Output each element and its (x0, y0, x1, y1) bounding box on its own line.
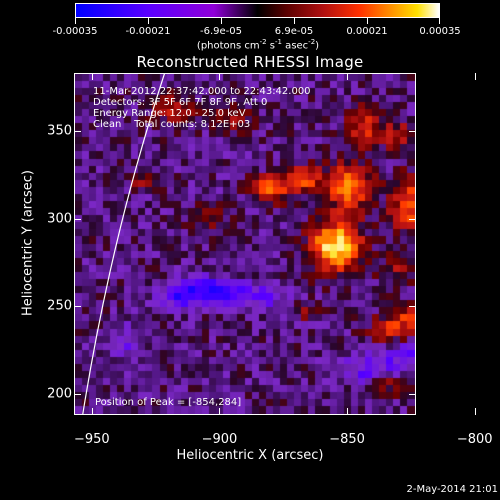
colorbar-tick (439, 18, 440, 24)
y-tick-label: 250 (47, 298, 72, 314)
colorbar-tick (221, 18, 222, 24)
heatmap-image (75, 74, 415, 414)
chart-title: Reconstructed RHESSI Image (136, 53, 364, 71)
y-tick (409, 130, 416, 132)
colorbar-tick (294, 18, 295, 24)
info-energy-range: Energy Range: 12.0 - 25.0 keV (93, 108, 246, 119)
limb-line (82, 74, 165, 414)
x-tick (219, 73, 221, 80)
y-tick (74, 393, 81, 395)
colorbar-tick (367, 18, 368, 24)
y-axis-label: Heliocentric Y (arcsec) (20, 170, 36, 316)
colorbar-tick (148, 18, 149, 24)
x-axis-label: Heliocentric X (arcsec) (176, 448, 324, 463)
colorbar-units: (photons cm-2 s-1 asec-2) (196, 38, 320, 52)
colorbar-tick-label: 6.9e-05 (274, 26, 314, 37)
x-tick-label: −850 (329, 432, 365, 447)
y-tick (74, 130, 81, 132)
x-tick (474, 408, 476, 415)
y-tick (74, 218, 81, 220)
colorbar-tick-label: -0.00035 (52, 26, 98, 37)
y-tick-label: 300 (47, 211, 72, 227)
y-tick (409, 306, 416, 308)
colorbar (75, 3, 440, 18)
info-total-counts: Clean Total counts: 8.12E+03 (93, 119, 251, 130)
info-time-range: 11-Mar-2012 22:37:42.000 to 22:43:42.000 (93, 86, 311, 97)
info-detectors: Detectors: 3F 5F 6F 7F 8F 9F, Att 0 (93, 97, 268, 108)
colorbar-tick (75, 18, 76, 24)
y-tick (409, 218, 416, 220)
timestamp: 2-May-2014 21:01 (406, 484, 498, 495)
x-tick (91, 408, 93, 415)
colorbar-tick-label: -0.00021 (125, 26, 171, 37)
x-tick-label: −800 (456, 432, 493, 447)
y-tick (74, 306, 81, 308)
x-tick-label: −900 (201, 432, 238, 447)
peak-position-label: Position of Peak = [-854,284] (95, 397, 242, 408)
solar-limb (82, 74, 165, 414)
plot-area (74, 73, 416, 415)
x-tick (91, 73, 93, 80)
x-tick (347, 408, 349, 415)
y-tick (409, 393, 416, 395)
x-tick (347, 73, 349, 80)
x-tick (219, 408, 221, 415)
y-tick-label: 200 (47, 386, 72, 402)
colorbar-tick-label: 0.00021 (346, 26, 388, 37)
y-tick-label: 350 (47, 123, 72, 139)
x-tick-label: −950 (74, 432, 110, 447)
x-tick (474, 73, 476, 80)
colorbar-tick-label: 0.00035 (419, 26, 461, 37)
colorbar-tick-label: -6.9e-05 (200, 26, 242, 37)
